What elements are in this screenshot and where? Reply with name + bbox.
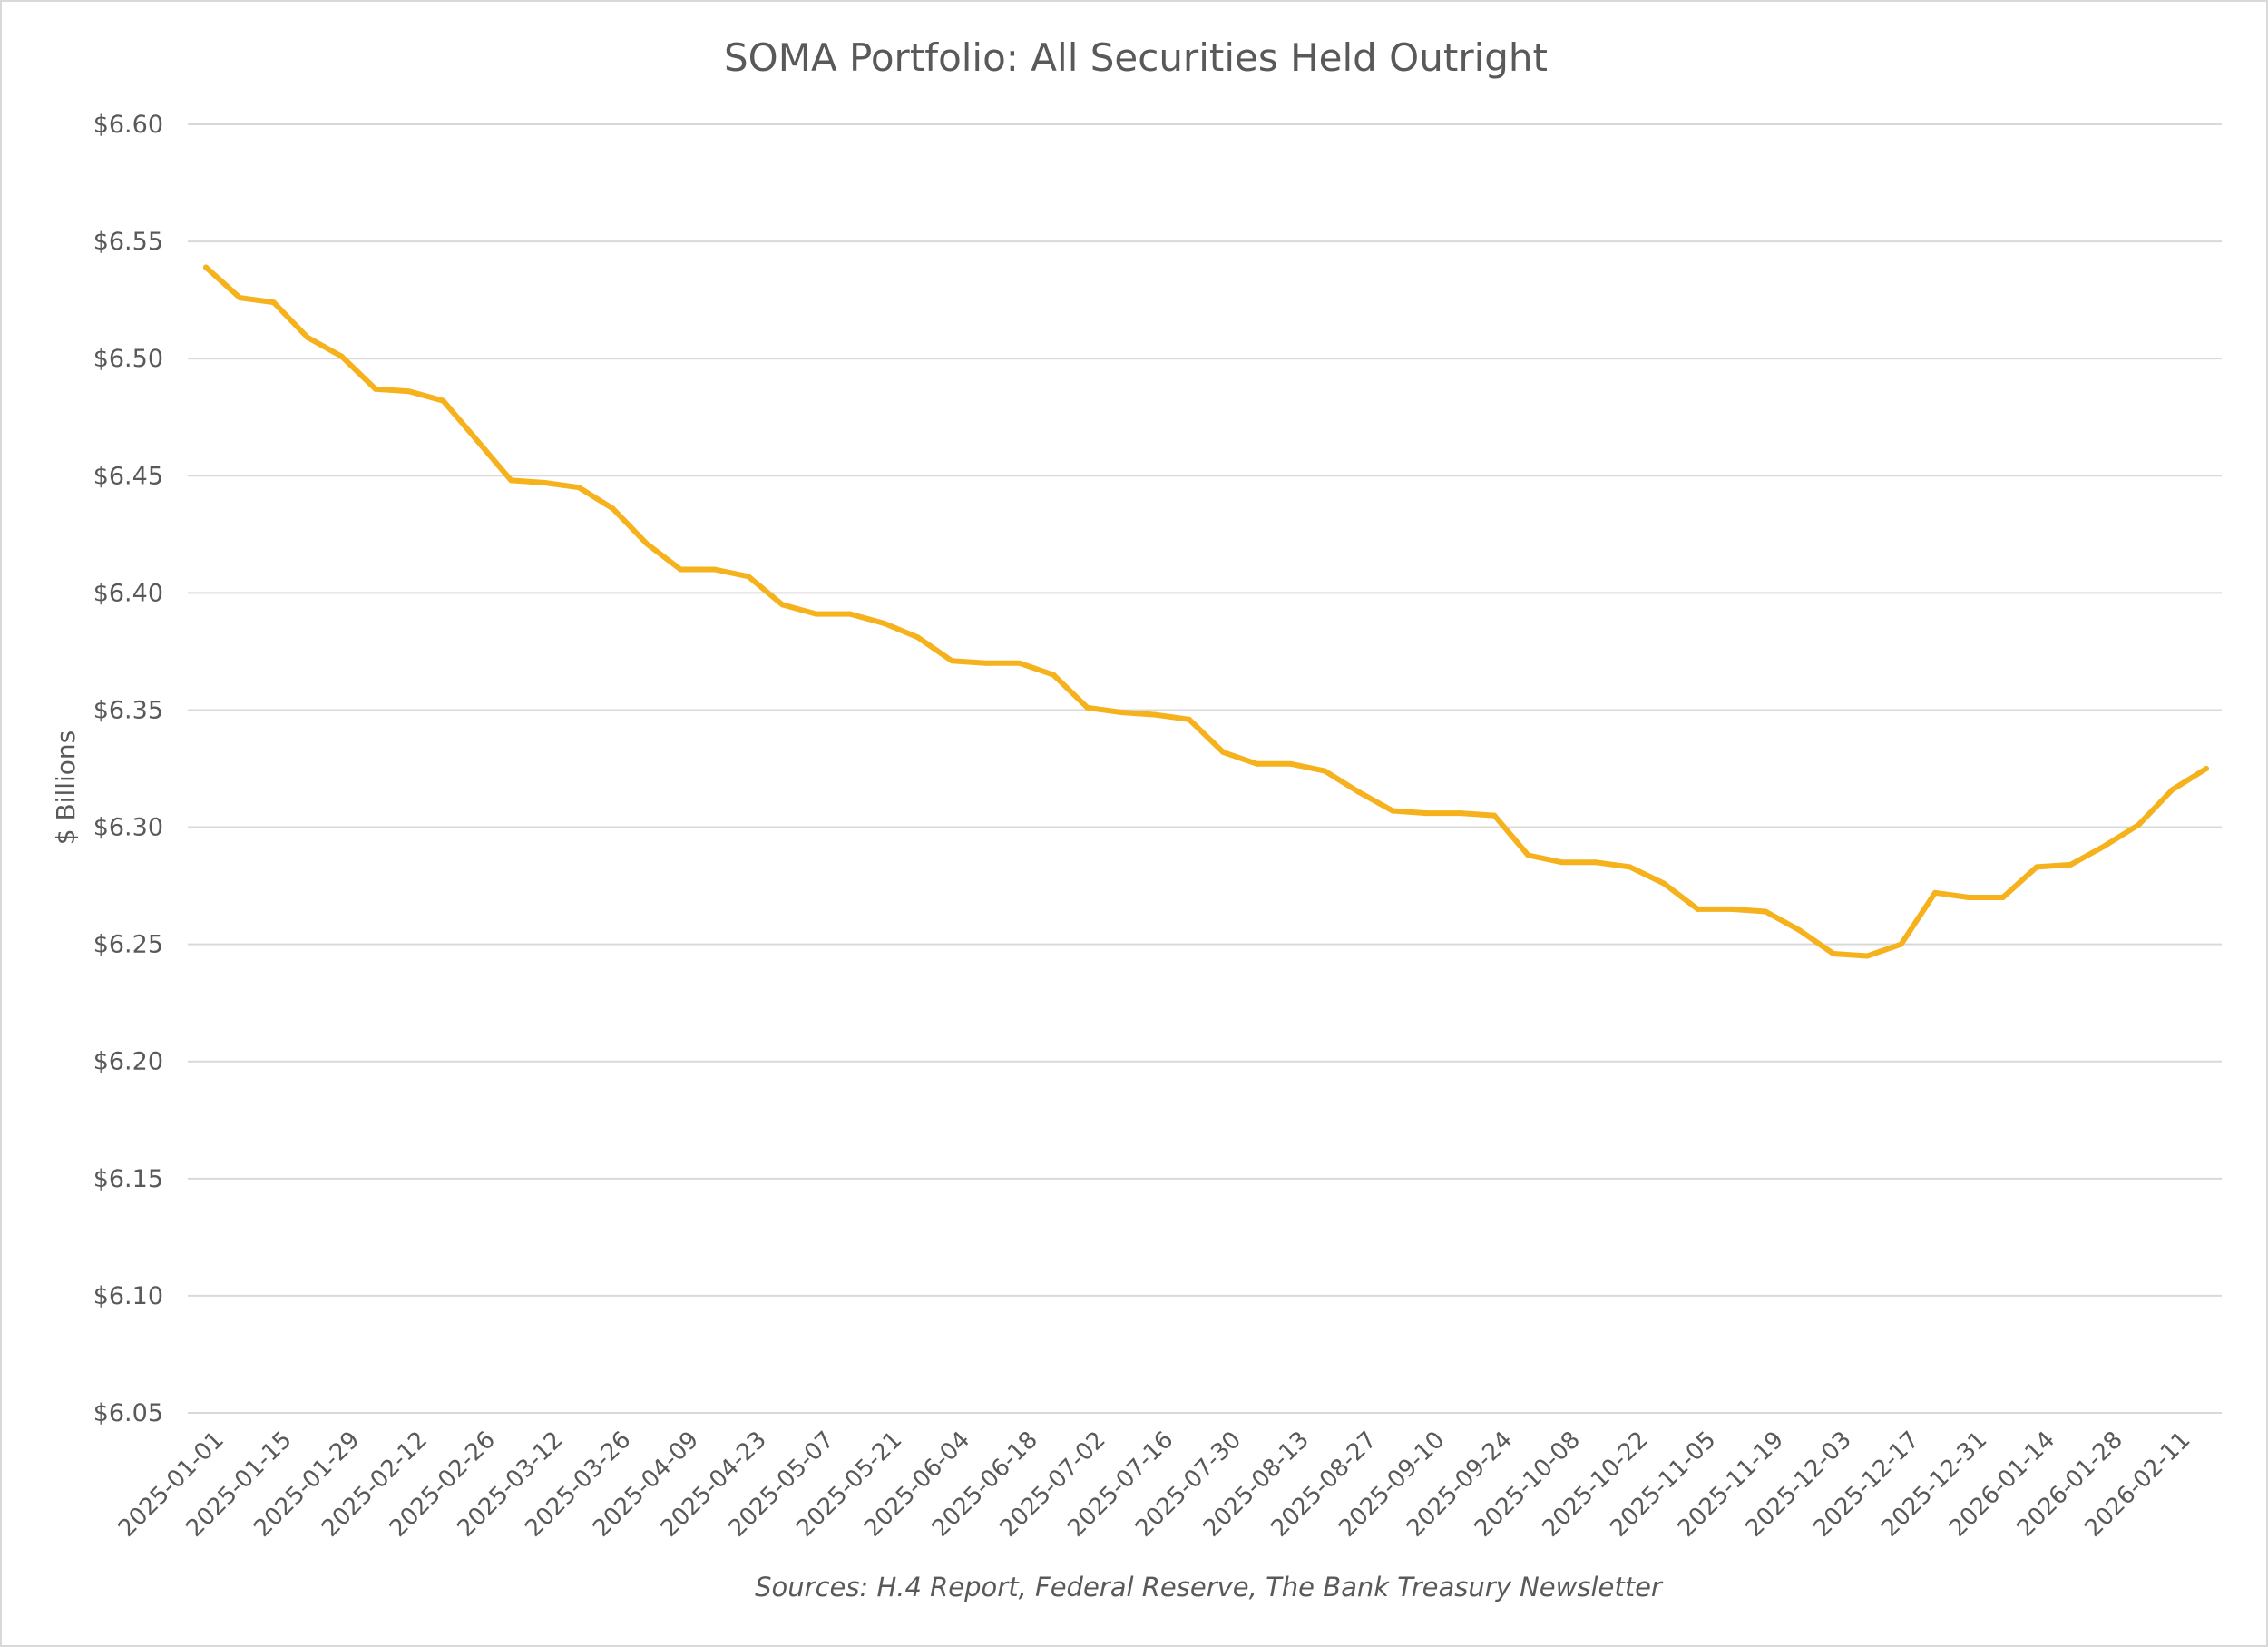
data-point (1728, 906, 1735, 912)
data-point (1864, 953, 1871, 959)
data-point (982, 660, 989, 666)
data-point (542, 480, 548, 486)
data-point (576, 485, 582, 491)
data-point (1695, 906, 1701, 912)
y-tick-label: $6.35 (93, 696, 163, 724)
data-point (2136, 821, 2142, 828)
data-point (1084, 704, 1090, 711)
data-point (440, 397, 446, 404)
y-axis-label: $ Billions (51, 730, 81, 846)
data-point (643, 541, 650, 547)
data-point (1051, 672, 1057, 678)
data-point (2204, 766, 2209, 771)
data-point (474, 437, 480, 444)
y-tick-label: $6.25 (93, 931, 163, 959)
data-point (270, 299, 277, 306)
data-point (779, 602, 786, 608)
data-point (949, 658, 955, 664)
y-tick-label: $6.50 (93, 345, 163, 373)
data-point (1390, 808, 1396, 814)
data-point (1559, 859, 1565, 866)
y-axis-ticks: $6.05 $6.10 $6.15 $6.20 $6.25 $6.30 $6.35 $6.40… (93, 111, 163, 1427)
data-point (1491, 812, 1498, 819)
data-point (1423, 810, 1430, 817)
data-point (1287, 760, 1294, 767)
y-tick-label: $6.45 (93, 462, 163, 490)
series-line-all-securities (203, 264, 2209, 959)
data-point (711, 566, 718, 573)
y-tick-label: $6.55 (93, 228, 163, 256)
data-point (1355, 789, 1362, 795)
data-point (1152, 711, 1158, 718)
data-point (1254, 760, 1260, 767)
data-point (1186, 716, 1192, 722)
data-point (1457, 810, 1463, 817)
data-point (881, 620, 887, 626)
y-tick-label: $6.05 (93, 1399, 163, 1427)
data-point (745, 574, 751, 580)
source-note: Sources: H.4 Report, Federal Reserve, Th… (755, 1572, 1664, 1603)
data-point (1898, 941, 1904, 947)
data-point (2169, 787, 2175, 793)
data-point (2034, 864, 2040, 870)
gridlines (188, 123, 2222, 1414)
data-point (237, 295, 243, 301)
data-point (1661, 880, 1667, 887)
y-tick-label: $6.30 (93, 814, 163, 842)
data-point (1999, 895, 2006, 900)
data-point (813, 611, 819, 617)
data-point (305, 334, 311, 340)
y-tick-label: $6.20 (93, 1048, 163, 1076)
data-point (847, 611, 854, 617)
data-point (678, 566, 684, 573)
data-point (914, 634, 921, 641)
data-point (1016, 660, 1022, 666)
data-point (2068, 861, 2074, 868)
data-point (1525, 852, 1531, 858)
data-point (1322, 768, 1328, 774)
y-tick-label: $6.15 (93, 1165, 163, 1193)
y-tick-label: $6.10 (93, 1282, 163, 1310)
data-point (1593, 859, 1599, 866)
data-point (1220, 749, 1227, 755)
data-point (1763, 908, 1769, 915)
y-tick-label: $6.60 (93, 111, 163, 139)
data-point (203, 264, 209, 270)
series-layer (203, 264, 2209, 959)
data-point (508, 477, 514, 484)
data-point (1830, 950, 1836, 956)
data-point (1796, 927, 1803, 934)
data-point (372, 386, 378, 392)
x-axis-ticks: 2025-01-012025-01-152025-01-292025-02-12… (113, 1426, 2196, 1543)
data-point (1932, 889, 1939, 896)
data-point (1119, 710, 1125, 716)
y-tick-label: $6.40 (93, 579, 163, 607)
data-point (338, 353, 345, 359)
data-point (406, 388, 413, 395)
chart-title: SOMA Portfolio: All Securities Held Outr… (724, 35, 1548, 80)
data-point (2101, 843, 2107, 849)
data-point (610, 505, 616, 512)
data-point (1627, 864, 1633, 870)
data-point (1966, 895, 1972, 900)
